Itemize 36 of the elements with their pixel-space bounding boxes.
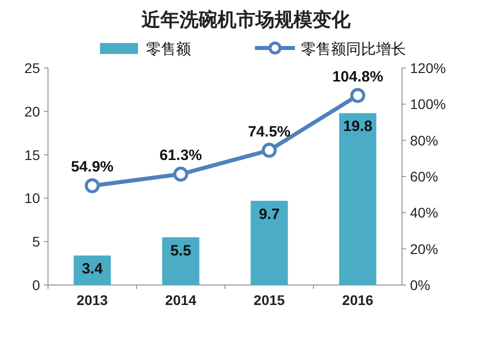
- data-label: 61.3%: [159, 147, 202, 164]
- bar: [162, 237, 200, 285]
- data-label: 9.7: [258, 206, 280, 223]
- y2-tick-label: 80%: [410, 132, 438, 148]
- x-tick-label: 2015: [254, 292, 286, 308]
- data-label: 19.8: [343, 118, 372, 136]
- legend-label: 零售额: [146, 41, 191, 58]
- x-tick-label: 2016: [342, 292, 374, 308]
- chart-title: 近年洗碗机市场规模变化: [140, 9, 352, 31]
- point: [350, 88, 366, 103]
- legend-label: 零售额同比增长: [301, 41, 406, 58]
- y2-tick-label: 100%: [410, 96, 446, 112]
- y-tick-label: 15: [24, 146, 40, 163]
- data-label: 3.4: [82, 260, 104, 278]
- x-tick-label: 2013: [76, 292, 108, 308]
- bar: [250, 200, 288, 285]
- y-tick-label: 0: [32, 277, 40, 293]
- point: [84, 178, 100, 194]
- y2-tick-label: 20%: [410, 240, 438, 257]
- point: [173, 166, 188, 182]
- data-label: 5.5: [170, 242, 192, 260]
- y2-tick-label: 120%: [410, 60, 446, 76]
- y-tick-label: 5: [32, 234, 40, 250]
- y2-tick-label: 40%: [410, 204, 438, 221]
- point: [262, 142, 277, 158]
- data-label: 54.9%: [70, 158, 114, 176]
- y-tick-label: 25: [24, 60, 40, 76]
- bar: [339, 113, 376, 285]
- data-label: 104.8%: [332, 68, 384, 86]
- y2-tick-label: 0%: [410, 277, 430, 293]
- y-tick-label: 10: [24, 190, 40, 206]
- y2-tick-label: 60%: [410, 168, 438, 184]
- y-tick-label: 20: [24, 103, 40, 120]
- bar: [74, 255, 111, 285]
- x-tick-label: 2014: [165, 292, 197, 308]
- data-label: 74.5%: [248, 123, 291, 140]
